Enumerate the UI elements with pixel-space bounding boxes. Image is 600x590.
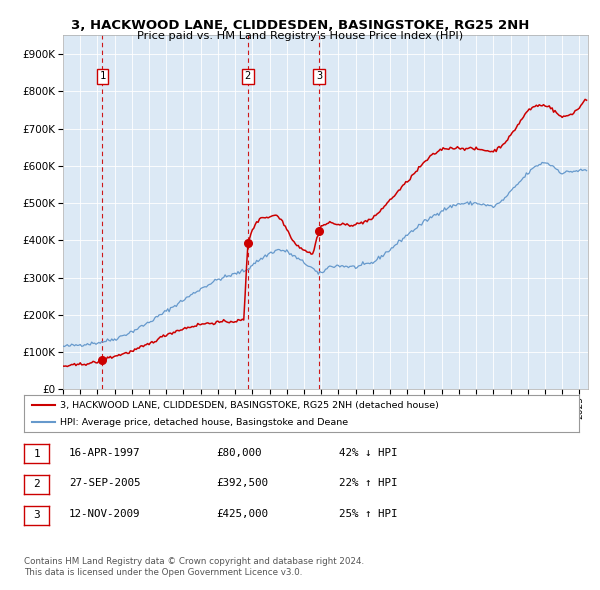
Text: 27-SEP-2005: 27-SEP-2005: [69, 478, 140, 488]
Text: 42% ↓ HPI: 42% ↓ HPI: [339, 448, 397, 457]
Text: Price paid vs. HM Land Registry's House Price Index (HPI): Price paid vs. HM Land Registry's House …: [137, 31, 463, 41]
Text: HPI: Average price, detached house, Basingstoke and Deane: HPI: Average price, detached house, Basi…: [60, 418, 348, 427]
Text: 2: 2: [245, 71, 251, 81]
Text: 22% ↑ HPI: 22% ↑ HPI: [339, 478, 397, 488]
Text: 12-NOV-2009: 12-NOV-2009: [69, 509, 140, 519]
Text: Contains HM Land Registry data © Crown copyright and database right 2024.: Contains HM Land Registry data © Crown c…: [24, 558, 364, 566]
Text: 16-APR-1997: 16-APR-1997: [69, 448, 140, 457]
Text: 1: 1: [33, 449, 40, 458]
Text: £392,500: £392,500: [216, 478, 268, 488]
Text: 3, HACKWOOD LANE, CLIDDESDEN, BASINGSTOKE, RG25 2NH: 3, HACKWOOD LANE, CLIDDESDEN, BASINGSTOK…: [71, 19, 529, 32]
Text: 25% ↑ HPI: 25% ↑ HPI: [339, 509, 397, 519]
Text: 3, HACKWOOD LANE, CLIDDESDEN, BASINGSTOKE, RG25 2NH (detached house): 3, HACKWOOD LANE, CLIDDESDEN, BASINGSTOK…: [60, 401, 439, 409]
Text: 2: 2: [33, 480, 40, 489]
Text: £425,000: £425,000: [216, 509, 268, 519]
Text: 3: 3: [316, 71, 322, 81]
Text: £80,000: £80,000: [216, 448, 262, 457]
Text: 3: 3: [33, 510, 40, 520]
Text: This data is licensed under the Open Government Licence v3.0.: This data is licensed under the Open Gov…: [24, 568, 302, 577]
Text: 1: 1: [99, 71, 106, 81]
